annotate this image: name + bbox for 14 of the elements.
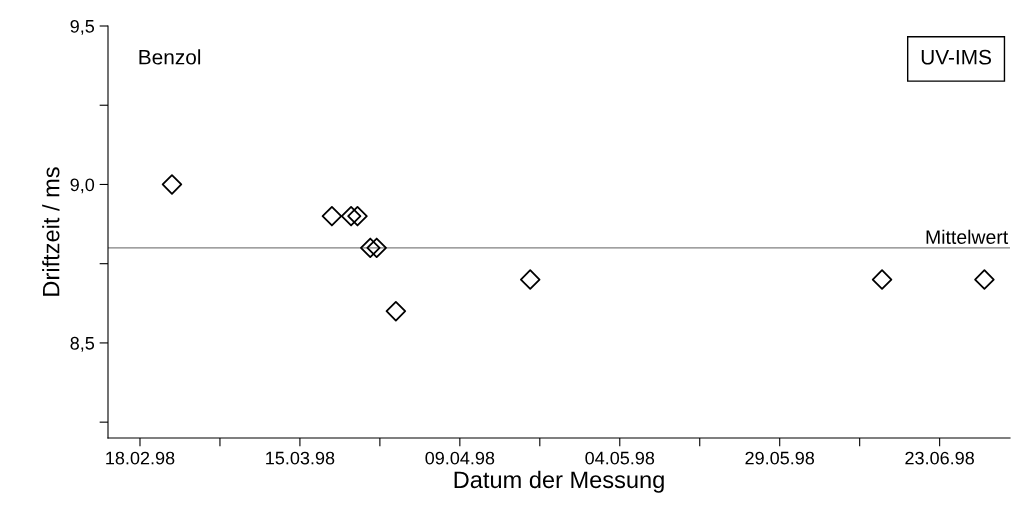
y-axis-title: Driftzeit / ms — [42, 167, 60, 296]
ref-line-label: Mittelwert — [926, 229, 1009, 244]
y-tick-label: 8,5 — [70, 336, 95, 352]
x-tick-label: 23.06.98 — [905, 451, 974, 465]
x-tick-label: 15.03.98 — [266, 451, 335, 465]
y-tick-label: 9,5 — [70, 19, 95, 35]
x-tick-label: 04.05.98 — [585, 451, 655, 465]
x-tick-label: 09.04.98 — [425, 451, 495, 465]
x-axis-title: Datum der Messung — [454, 470, 664, 493]
y-tick-label: 9,0 — [70, 178, 95, 194]
annotation: UV-IMS — [921, 49, 991, 65]
x-tick-label: 18.02.98 — [106, 451, 175, 465]
x-tick-label: 29.05.98 — [745, 451, 815, 465]
annotation: Benzol — [139, 49, 201, 65]
